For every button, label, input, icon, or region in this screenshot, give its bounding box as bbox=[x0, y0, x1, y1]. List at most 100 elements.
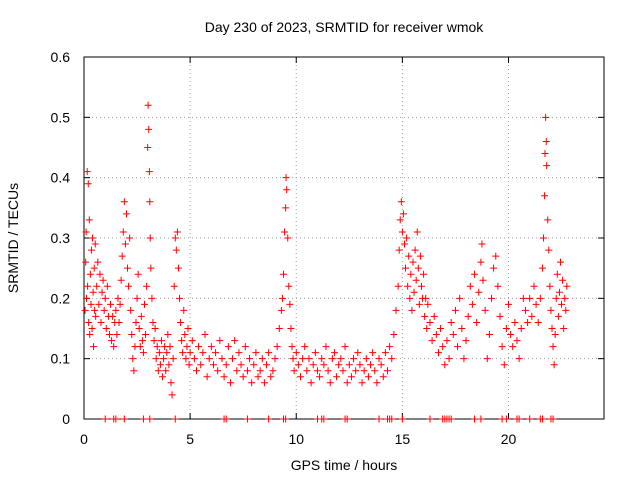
data-point bbox=[149, 318, 157, 326]
data-point bbox=[179, 349, 187, 357]
data-point bbox=[354, 349, 362, 357]
data-point bbox=[163, 349, 171, 357]
data-point bbox=[273, 343, 281, 351]
x-tick-label: 10 bbox=[288, 431, 304, 447]
data-point bbox=[165, 361, 173, 369]
data-point bbox=[549, 415, 557, 423]
data-point bbox=[263, 361, 271, 369]
data-point bbox=[90, 343, 98, 351]
data-point bbox=[494, 282, 502, 290]
data-point bbox=[278, 294, 286, 302]
data-point bbox=[426, 318, 434, 326]
data-point bbox=[169, 355, 177, 363]
data-point bbox=[398, 415, 406, 423]
data-point bbox=[337, 355, 345, 363]
data-point bbox=[83, 294, 91, 302]
data-point bbox=[190, 355, 198, 363]
data-point bbox=[536, 294, 544, 302]
data-point bbox=[265, 349, 273, 357]
data-point bbox=[283, 186, 291, 194]
data-point bbox=[209, 361, 217, 369]
data-point bbox=[456, 294, 464, 302]
data-point bbox=[403, 234, 411, 242]
data-point bbox=[164, 331, 172, 339]
data-point bbox=[282, 415, 290, 423]
data-point bbox=[352, 367, 360, 375]
data-point bbox=[375, 355, 383, 363]
data-point bbox=[519, 294, 527, 302]
data-point bbox=[538, 415, 546, 423]
data-point bbox=[112, 306, 120, 314]
data-point bbox=[157, 337, 165, 345]
data-point bbox=[320, 415, 328, 423]
data-point bbox=[439, 343, 447, 351]
data-point bbox=[517, 325, 525, 332]
data-point bbox=[126, 234, 134, 242]
y-tick-label: 0.3 bbox=[51, 230, 71, 246]
data-point bbox=[220, 373, 228, 381]
data-point bbox=[269, 367, 277, 375]
data-point bbox=[437, 325, 445, 332]
data-point bbox=[561, 294, 569, 302]
data-point bbox=[124, 264, 132, 272]
data-point bbox=[549, 343, 557, 351]
data-point bbox=[280, 270, 288, 278]
data-point bbox=[515, 355, 523, 363]
data-point bbox=[434, 349, 442, 357]
data-point bbox=[542, 137, 550, 145]
data-point bbox=[101, 415, 109, 423]
data-point bbox=[243, 415, 251, 423]
data-point bbox=[145, 168, 153, 176]
data-point bbox=[243, 367, 251, 375]
data-point bbox=[128, 331, 136, 339]
data-point bbox=[151, 325, 159, 332]
data-point bbox=[420, 270, 428, 278]
data-point bbox=[407, 270, 415, 278]
data-point bbox=[395, 246, 403, 254]
data-point bbox=[388, 355, 396, 363]
data-point bbox=[282, 174, 290, 182]
data-point bbox=[195, 343, 203, 351]
data-point bbox=[316, 373, 324, 381]
data-point bbox=[375, 415, 383, 423]
data-point bbox=[562, 306, 570, 314]
data-point bbox=[162, 367, 170, 375]
data-point bbox=[84, 180, 92, 188]
data-point bbox=[138, 337, 146, 345]
data-point bbox=[402, 264, 410, 272]
data-point bbox=[553, 270, 561, 278]
data-point bbox=[146, 234, 154, 242]
data-point bbox=[186, 349, 194, 357]
data-point bbox=[282, 204, 290, 212]
data-point bbox=[462, 337, 470, 345]
data-point bbox=[392, 306, 400, 314]
data-point bbox=[88, 234, 96, 242]
data-point bbox=[412, 276, 420, 284]
data-point bbox=[110, 343, 118, 351]
data-point bbox=[447, 318, 455, 326]
data-point bbox=[122, 210, 130, 218]
data-point bbox=[267, 373, 275, 381]
data-point bbox=[171, 234, 179, 242]
data-point bbox=[82, 228, 90, 236]
data-point bbox=[115, 318, 123, 326]
data-point bbox=[170, 282, 178, 290]
data-point bbox=[168, 391, 176, 399]
data-point bbox=[299, 355, 307, 363]
data-point bbox=[396, 216, 404, 224]
data-point bbox=[507, 331, 515, 339]
data-point bbox=[326, 379, 334, 387]
data-point bbox=[513, 337, 521, 345]
data-point bbox=[328, 355, 336, 363]
data-point bbox=[292, 349, 300, 357]
data-point bbox=[400, 240, 408, 248]
data-point bbox=[447, 415, 455, 423]
data-point bbox=[132, 318, 140, 326]
data-point bbox=[313, 367, 321, 375]
data-point bbox=[139, 349, 147, 357]
data-point bbox=[417, 282, 425, 290]
data-point bbox=[197, 361, 205, 369]
data-point bbox=[345, 361, 353, 369]
data-point bbox=[362, 355, 370, 363]
data-point bbox=[377, 361, 385, 369]
